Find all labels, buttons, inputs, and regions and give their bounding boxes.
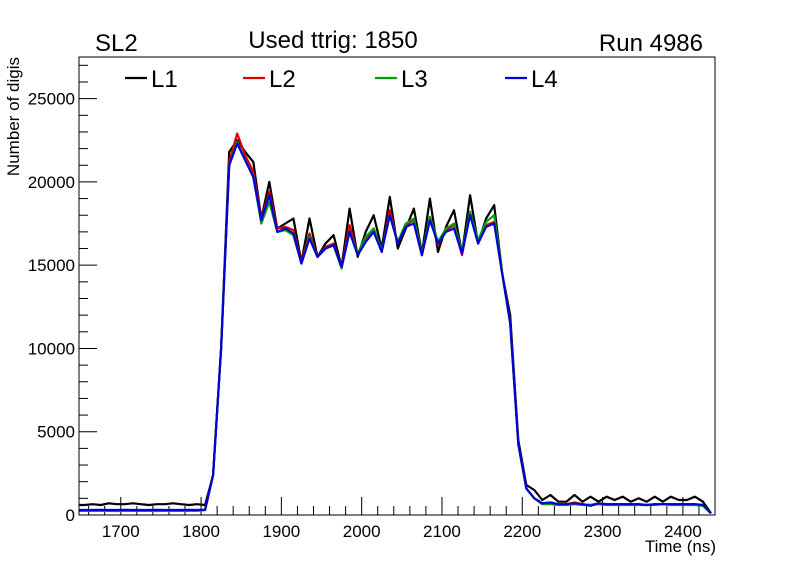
legend: L1 L2 L3 L4 bbox=[125, 66, 558, 93]
x-tick-label: 2200 bbox=[503, 522, 541, 541]
x-tick-label: 2300 bbox=[584, 522, 622, 541]
x-tick-label: 2000 bbox=[343, 522, 381, 541]
series-line-l4 bbox=[79, 142, 712, 515]
plot-frame bbox=[78, 56, 716, 516]
chart-title: Used ttrig: 1850 bbox=[248, 27, 417, 54]
legend-label-l4: L4 bbox=[531, 66, 558, 93]
y-tick-label: 25000 bbox=[28, 90, 75, 109]
legend-label-l1: L1 bbox=[151, 66, 178, 93]
y-axis-label: Number of digis bbox=[4, 57, 23, 176]
x-axis-label: Time (ns) bbox=[645, 537, 716, 556]
legend-label-l2: L2 bbox=[269, 66, 296, 93]
y-tick-label: 15000 bbox=[28, 256, 75, 275]
x-tick-label: 1900 bbox=[262, 522, 300, 541]
y-tick-label: 5000 bbox=[37, 423, 75, 442]
x-tick-label: 2100 bbox=[423, 522, 461, 541]
top-left-label: SL2 bbox=[95, 30, 138, 57]
legend-label-l3: L3 bbox=[401, 66, 428, 93]
y-tick-label: 0 bbox=[66, 506, 75, 525]
y-tick-label: 10000 bbox=[28, 339, 75, 358]
y-tick-label: 20000 bbox=[28, 173, 75, 192]
x-tick-label: 1800 bbox=[182, 522, 220, 541]
x-tick-label: 1700 bbox=[102, 522, 140, 541]
top-right-label: Run 4986 bbox=[599, 30, 703, 57]
x-tick-label: 2400 bbox=[664, 522, 702, 541]
